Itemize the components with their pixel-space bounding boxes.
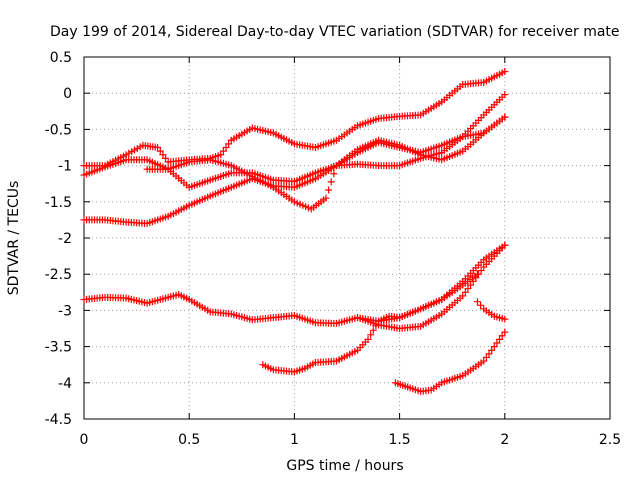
data-point (222, 144, 230, 151)
x-tick-label: 0 (80, 432, 89, 448)
data-point (159, 151, 167, 159)
data-point (225, 140, 233, 148)
data-point (473, 298, 481, 306)
data-point (367, 331, 375, 339)
data-point (482, 353, 490, 361)
series-satellite-4 (143, 113, 509, 213)
data-point (496, 335, 504, 343)
data-point (327, 178, 335, 186)
data-point (477, 301, 485, 309)
data-point (217, 151, 225, 159)
x-tick-label: 2 (500, 432, 509, 448)
data-point (501, 113, 509, 121)
data-point (156, 147, 164, 155)
series-satellite-7 (259, 270, 481, 376)
data-point (322, 194, 330, 202)
data-series (80, 67, 509, 395)
series-satellite-9 (473, 298, 509, 323)
axis-ticks: 0 0.5 1 1.5 2 2.5 0.5 0 -0.5 -1 -1.5 -2 -2.5 -3 -3.5 -4… (45, 50, 621, 448)
data-point (501, 67, 509, 75)
series-satellite-8 (391, 328, 509, 395)
y-tick-label: -2 (58, 231, 72, 247)
data-point (369, 326, 377, 334)
data-point (501, 315, 509, 323)
data-point (493, 339, 501, 347)
y-tick-label: -4 (58, 376, 72, 392)
y-tick-label: -2.5 (45, 267, 72, 283)
y-tick-label: 0.5 (50, 50, 72, 66)
data-point (154, 144, 162, 151)
data-point (480, 357, 488, 365)
data-point (485, 350, 493, 358)
data-point (501, 241, 509, 249)
data-point (498, 332, 506, 340)
x-tick-label: 1.5 (388, 432, 410, 448)
data-point (501, 91, 509, 99)
data-point (490, 343, 498, 351)
y-tick-label: -1.5 (45, 195, 72, 211)
x-axis-label: GPS time / hours (286, 458, 403, 474)
data-point (162, 154, 170, 162)
data-point (477, 267, 485, 275)
data-point (488, 346, 496, 354)
data-point (459, 292, 467, 300)
data-point (473, 270, 481, 278)
x-tick-label: 1 (290, 432, 299, 448)
data-point (372, 322, 380, 330)
data-point (464, 285, 472, 293)
y-tick-label: -3.5 (45, 340, 72, 356)
y-tick-label: -3 (58, 303, 72, 319)
data-point (364, 335, 372, 343)
data-point (325, 186, 333, 194)
x-tick-label: 2.5 (599, 432, 621, 448)
y-tick-label: -1 (58, 159, 72, 175)
data-point (219, 147, 227, 155)
y-tick-label: -0.5 (45, 122, 72, 138)
chart-title: Day 199 of 2014, Sidereal Day-to-day VTE… (50, 24, 620, 40)
y-tick-label: -4.5 (45, 412, 72, 428)
x-tick-label: 0.5 (178, 432, 200, 448)
y-tick-label: 0 (63, 86, 72, 102)
y-axis-label: SDTVAR / TECUs (6, 181, 22, 296)
data-point (461, 288, 469, 296)
data-point (501, 328, 509, 336)
data-point (330, 170, 338, 178)
